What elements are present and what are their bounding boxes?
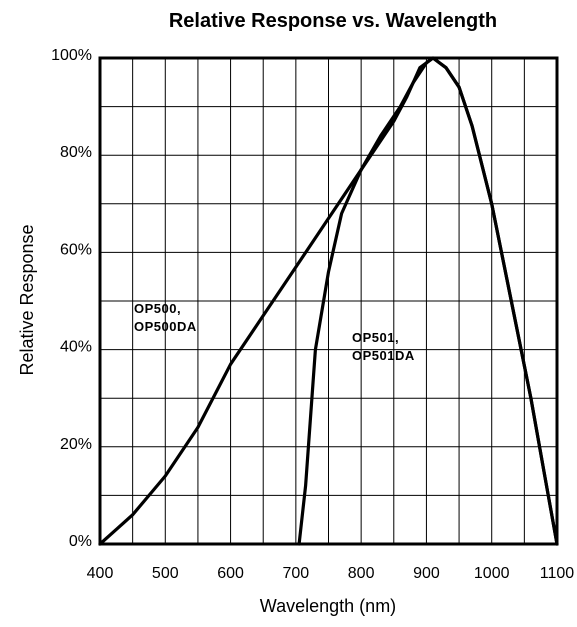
y-tick-label: 80%: [60, 144, 92, 161]
y-tick-label: 0%: [69, 533, 92, 550]
x-tick-label: 1100: [540, 565, 575, 582]
x-tick-label: 500: [152, 565, 179, 582]
series-label-op500-line1: OP500,: [134, 301, 181, 316]
y-axis-label: Relative Response: [17, 224, 37, 375]
x-axis-label: Wavelength (nm): [260, 596, 396, 616]
x-tick-label: 700: [283, 565, 310, 582]
curves: [98, 56, 559, 546]
series-line-2: [297, 56, 559, 546]
y-tick-label: 60%: [60, 241, 92, 258]
x-tick-label: 800: [348, 565, 375, 582]
series-label-op500-line2: OP500DA: [134, 319, 197, 334]
series-label-op501-line1: OP501,: [352, 330, 399, 345]
chart-title: Relative Response vs. Wavelength: [169, 10, 497, 32]
tick-labels: 400 500 600 700 800 900 1000 1100 0% 20% 40% 60% 80%…: [51, 47, 574, 582]
x-tick-label: 1000: [474, 565, 510, 582]
x-tick-label: 400: [87, 565, 114, 582]
plot-frame: [98, 56, 559, 546]
x-tick-label: 900: [413, 565, 440, 582]
y-tick-label: 20%: [60, 436, 92, 453]
grid: [100, 58, 557, 544]
series-label-op501-line2: OP501DA: [352, 348, 415, 363]
y-tick-label: 40%: [60, 339, 92, 356]
y-tick-label: 100%: [51, 47, 92, 64]
x-tick-label: 600: [217, 565, 244, 582]
